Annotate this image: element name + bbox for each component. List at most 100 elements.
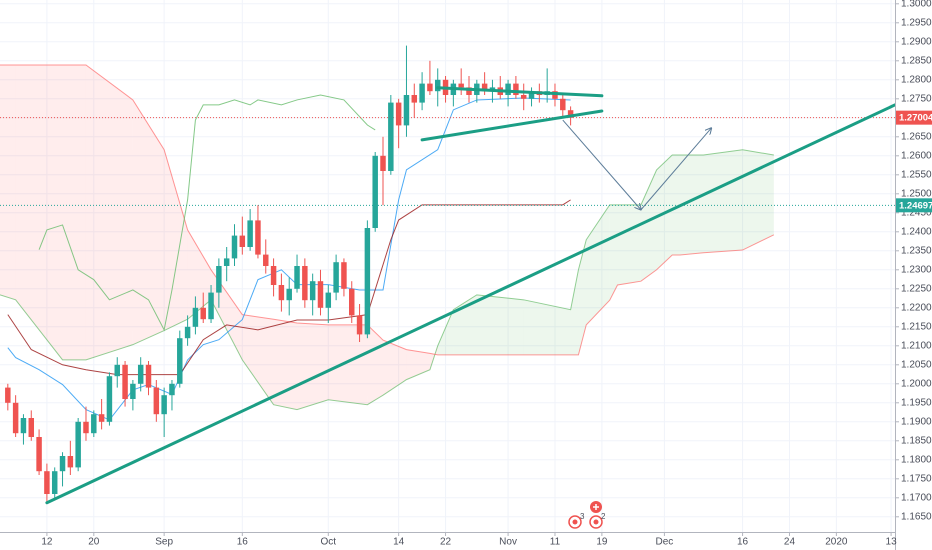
- candle-body: [505, 83, 511, 95]
- candle-body: [20, 418, 27, 434]
- y-tick-label: 1.23500: [901, 245, 932, 256]
- event-icon-plus: [593, 504, 599, 510]
- y-tick-label: 1.24500: [901, 207, 932, 218]
- event-markers: 3 2: [568, 501, 606, 529]
- x-tick-label: 16: [237, 537, 249, 548]
- candle-body: [560, 98, 566, 111]
- y-tick-label: 1.21000: [901, 340, 932, 351]
- candle-body: [98, 414, 105, 422]
- candle-body: [270, 266, 277, 285]
- candle-body: [177, 338, 183, 384]
- cloud-fill: [680, 155, 704, 255]
- candle-body: [263, 254, 269, 266]
- y-tick-label: 1.29000: [901, 36, 932, 47]
- cloud-fill: [437, 309, 454, 355]
- candle-body: [309, 281, 316, 301]
- y-tick-label: 1.24000: [901, 226, 932, 237]
- cloud-fill: [578, 239, 587, 355]
- y-tick-label: 1.19000: [901, 416, 932, 427]
- candle-body: [419, 83, 425, 103]
- trend-line: [45, 103, 895, 505]
- y-tick-label: 1.17500: [901, 473, 932, 484]
- candle-body: [5, 387, 11, 403]
- candle-body: [122, 364, 128, 399]
- candle-body: [184, 326, 191, 339]
- candle-body: [75, 421, 81, 468]
- candle-body: [137, 364, 144, 384]
- candle-body: [341, 262, 347, 289]
- x-tick-label: Oct: [321, 537, 337, 548]
- y-tick-label: 1.22500: [901, 283, 932, 294]
- candle-body: [372, 155, 378, 228]
- y-tick-label: 1.18500: [901, 435, 932, 446]
- candle-body: [130, 383, 136, 399]
- cloud-fill: [328, 324, 368, 405]
- cloud-fill: [672, 155, 681, 255]
- candle-body: [333, 262, 339, 293]
- event-count: 3: [580, 512, 585, 521]
- candle-body: [28, 418, 35, 437]
- y-tick-label: 1.20500: [901, 359, 932, 370]
- candle-body: [481, 83, 488, 92]
- candle-body: [466, 87, 472, 95]
- cloud-fill: [383, 340, 407, 396]
- cloud-fill: [0, 64, 16, 300]
- y-tick-label: 1.17000: [901, 492, 932, 503]
- trend-line: [640, 128, 711, 211]
- cloud-fill: [476, 294, 524, 355]
- indicator-line: [7, 97, 571, 421]
- x-tick-label: 19: [596, 537, 608, 548]
- x-tick-label: 2020: [825, 537, 848, 548]
- span-a-line: [0, 149, 774, 411]
- candle-body: [114, 364, 120, 377]
- cloud-fill: [242, 314, 274, 405]
- candle-body: [91, 414, 97, 434]
- cloud-fill: [523, 299, 571, 355]
- x-tick-label: Sep: [155, 537, 173, 548]
- price-label: 1.27004: [899, 113, 932, 124]
- y-tick-label: 1.21500: [901, 321, 932, 332]
- y-tick-label: 1.26000: [901, 150, 932, 161]
- candle-body: [153, 387, 160, 415]
- cloud-fill: [609, 204, 618, 301]
- cloud-fill: [297, 323, 329, 410]
- candle-body: [208, 292, 214, 320]
- x-tick-label: 20: [88, 537, 100, 548]
- candle-body: [520, 95, 527, 99]
- x-tick-label: 22: [440, 537, 452, 548]
- candle-body: [349, 288, 355, 316]
- x-tick-label: Dec: [656, 537, 674, 548]
- x-tick-label: 16: [737, 537, 749, 548]
- candle-body: [200, 307, 206, 320]
- candle-body: [567, 110, 574, 118]
- event-count: 2: [601, 512, 606, 521]
- y-tick-label: 1.26500: [901, 131, 932, 142]
- candle-body: [12, 402, 19, 434]
- candle-body: [513, 83, 519, 95]
- cloud-fill: [39, 64, 63, 360]
- candle-body: [239, 235, 246, 247]
- cloud-fill: [15, 64, 40, 330]
- cloud-fill: [617, 204, 641, 285]
- span-b-line: [0, 64, 775, 356]
- cloud-fill: [164, 149, 188, 331]
- candle-body: [434, 79, 441, 92]
- trend-line: [562, 119, 641, 210]
- cloud-fill: [703, 149, 743, 253]
- candle-body: [458, 83, 464, 88]
- price-label: 1.24697: [899, 200, 932, 211]
- y-tick-label: 1.28000: [901, 74, 932, 85]
- event-icon-dot: [593, 519, 599, 525]
- candle-body: [169, 383, 175, 396]
- y-tick-label: 1.23000: [901, 264, 932, 275]
- x-tick-label: 11: [550, 537, 561, 548]
- candle-body: [83, 421, 89, 434]
- x-tick-label: 12: [41, 537, 53, 548]
- cloud-fill: [85, 64, 133, 360]
- candle-body: [192, 307, 199, 327]
- x-tick-label: Nov: [499, 537, 517, 548]
- y-tick-label: 1.25500: [901, 169, 932, 180]
- candle-body: [395, 102, 402, 126]
